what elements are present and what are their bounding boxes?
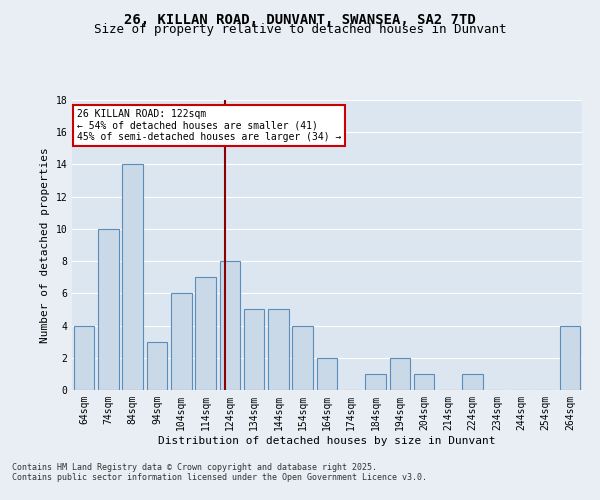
Bar (292, 326, 313, 390)
Bar (74, 326, 94, 390)
Bar (463, 374, 483, 390)
Bar (560, 326, 580, 390)
Bar (268, 310, 289, 390)
Bar (146, 342, 167, 390)
Text: Size of property relative to detached houses in Dunvant: Size of property relative to detached ho… (94, 22, 506, 36)
Bar (244, 310, 265, 390)
Bar (317, 358, 337, 390)
Text: 26 KILLAN ROAD: 122sqm
← 54% of detached houses are smaller (41)
45% of semi-det: 26 KILLAN ROAD: 122sqm ← 54% of detached… (77, 108, 341, 142)
Text: Contains HM Land Registry data © Crown copyright and database right 2025.: Contains HM Land Registry data © Crown c… (12, 464, 377, 472)
Text: Contains public sector information licensed under the Open Government Licence v3: Contains public sector information licen… (12, 474, 427, 482)
Y-axis label: Number of detached properties: Number of detached properties (40, 147, 50, 343)
Bar (365, 374, 386, 390)
Bar (389, 358, 410, 390)
Text: 26, KILLAN ROAD, DUNVANT, SWANSEA, SA2 7TD: 26, KILLAN ROAD, DUNVANT, SWANSEA, SA2 7… (124, 12, 476, 26)
Bar (171, 294, 191, 390)
X-axis label: Distribution of detached houses by size in Dunvant: Distribution of detached houses by size … (158, 436, 496, 446)
Bar (98, 229, 119, 390)
Bar (414, 374, 434, 390)
Bar (195, 277, 216, 390)
Bar (220, 261, 240, 390)
Bar (122, 164, 143, 390)
